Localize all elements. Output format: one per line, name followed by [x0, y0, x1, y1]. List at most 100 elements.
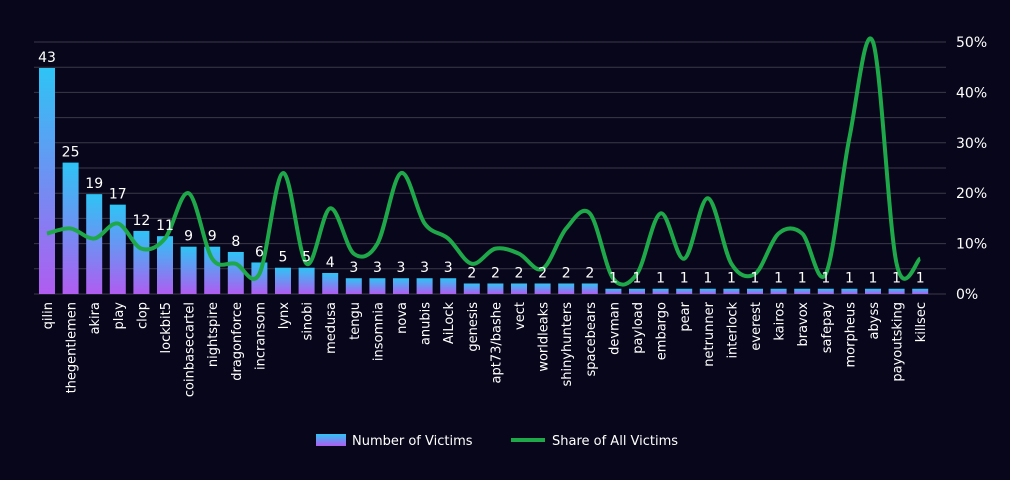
bar-value-label: 5 [302, 250, 311, 266]
bar-value-label: 1 [892, 271, 901, 287]
x-tick-label: spacebears [584, 302, 599, 377]
bar-netrunner [699, 288, 716, 294]
x-tick-label: lynx [277, 302, 292, 330]
bar-interlock [723, 288, 740, 294]
bar-value-label: 2 [515, 265, 524, 281]
bar-nova [393, 278, 409, 294]
y-right-axis-labels: 0% 10% 20% 30% 40% 50% [956, 35, 987, 303]
bar-embargo [652, 288, 669, 294]
bar-morpheus [841, 288, 858, 294]
legend-line-label: Share of All Victims [552, 434, 678, 449]
bar-payoutsking [888, 288, 905, 294]
y-right-tick-label: 20% [956, 186, 987, 202]
bar-payload [629, 288, 645, 294]
bar-value-label: 3 [420, 260, 429, 276]
bar-bravox [794, 288, 811, 294]
bar-apt73/bashe [487, 283, 504, 294]
bar-everest [747, 288, 763, 294]
x-tick-label: thegentlemen [65, 302, 80, 393]
x-tick-label: apt73/bashe [489, 302, 504, 383]
bar-value-label: 3 [349, 260, 358, 276]
x-tick-label: AiLock [442, 302, 457, 345]
x-tick-label: devman [607, 302, 622, 355]
bar-value-label: 1 [869, 271, 878, 287]
bar-value-label: 3 [397, 260, 406, 276]
x-tick-label: coinbasecartel [183, 302, 198, 397]
bar-incransom [251, 262, 268, 294]
x-tick-label: safepay [820, 302, 835, 354]
x-tick-label: payload [631, 302, 646, 354]
bar-clop [133, 230, 150, 294]
bar-value-label: 43 [38, 50, 56, 66]
bar-worldleaks [534, 283, 551, 294]
bar-value-label: 4 [326, 255, 335, 271]
bar-value-label: 1 [751, 271, 760, 287]
x-tick-label: shinyhunters [560, 302, 575, 387]
y-right-tick-label: 50% [956, 35, 987, 51]
bar-lynx [275, 267, 291, 294]
x-tick-label: tengu [348, 302, 363, 340]
bar-value-label: 17 [109, 187, 127, 203]
x-tick-label: lockbit5 [159, 302, 174, 353]
bar-value-label: 5 [279, 250, 288, 266]
legend: Number of Victims Share of All Victims [316, 434, 678, 449]
x-tick-label: incransom [253, 302, 268, 370]
x-tick-label: vect [513, 302, 528, 330]
bar-nightspire [204, 246, 221, 294]
x-tick-label: play [112, 302, 127, 330]
bar-value-label: 2 [562, 265, 571, 281]
bar-value-label: 1 [727, 271, 736, 287]
bar-value-label: 1 [633, 271, 642, 287]
x-axis-labels: qilin thegentlemen akira play clop lockbit5 co… [41, 301, 929, 397]
x-tick-label: kairos [773, 302, 788, 341]
x-tick-label: qilin [41, 302, 56, 329]
bar-coinbasecartel [180, 246, 197, 294]
bar-value-label: 2 [585, 265, 594, 281]
bar-spacebears [581, 283, 598, 294]
bar-value-label: 19 [85, 176, 103, 192]
bar-kairos [770, 288, 787, 294]
bar-value-label: 6 [255, 244, 264, 260]
x-tick-label: interlock [725, 302, 740, 359]
bar-play [109, 204, 126, 294]
x-tick-label: killsec [914, 302, 929, 342]
bar-value-label: 3 [373, 260, 382, 276]
bar-value-label: 1 [916, 271, 925, 287]
bar-medusa [322, 272, 339, 294]
bar-killsec [912, 288, 929, 294]
bar-value-label: 1 [798, 271, 807, 287]
bar-value-label: 2 [538, 265, 547, 281]
bar-dragonforce [227, 251, 244, 294]
bar-AiLock [440, 278, 457, 294]
bar-value-label: 11 [156, 218, 174, 234]
x-tick-label: morpheus [843, 302, 858, 368]
bar-value-label: 3 [444, 260, 453, 276]
bar-value-label: 1 [609, 271, 618, 287]
x-tick-label: nova [395, 302, 410, 334]
legend-bar-label: Number of Victims [352, 434, 473, 449]
bar-pear [676, 288, 693, 294]
bar-anubis [416, 278, 433, 294]
x-tick-label: sinobi [301, 302, 316, 340]
x-tick-label: embargo [655, 302, 670, 360]
bar-value-label: 8 [231, 234, 240, 250]
bar-akira [86, 194, 103, 294]
share-line [46, 36, 922, 287]
bar-sinobi [298, 267, 315, 294]
x-tick-label: abyss [867, 302, 882, 340]
x-tick-label: akira [88, 302, 103, 334]
x-tick-label: medusa [324, 302, 339, 354]
x-tick-label: netrunner [702, 301, 717, 366]
bar-genesis [463, 283, 480, 294]
x-tick-label: bravox [796, 302, 811, 347]
bar-value-label: 9 [208, 229, 217, 245]
bar-value-label: 9 [184, 229, 193, 245]
bar-value-label: 1 [656, 271, 665, 287]
bar-value-label: 1 [774, 271, 783, 287]
bar-value-label: 12 [132, 213, 150, 229]
bar-abyss [865, 288, 881, 294]
legend-bar-swatch [316, 434, 346, 446]
